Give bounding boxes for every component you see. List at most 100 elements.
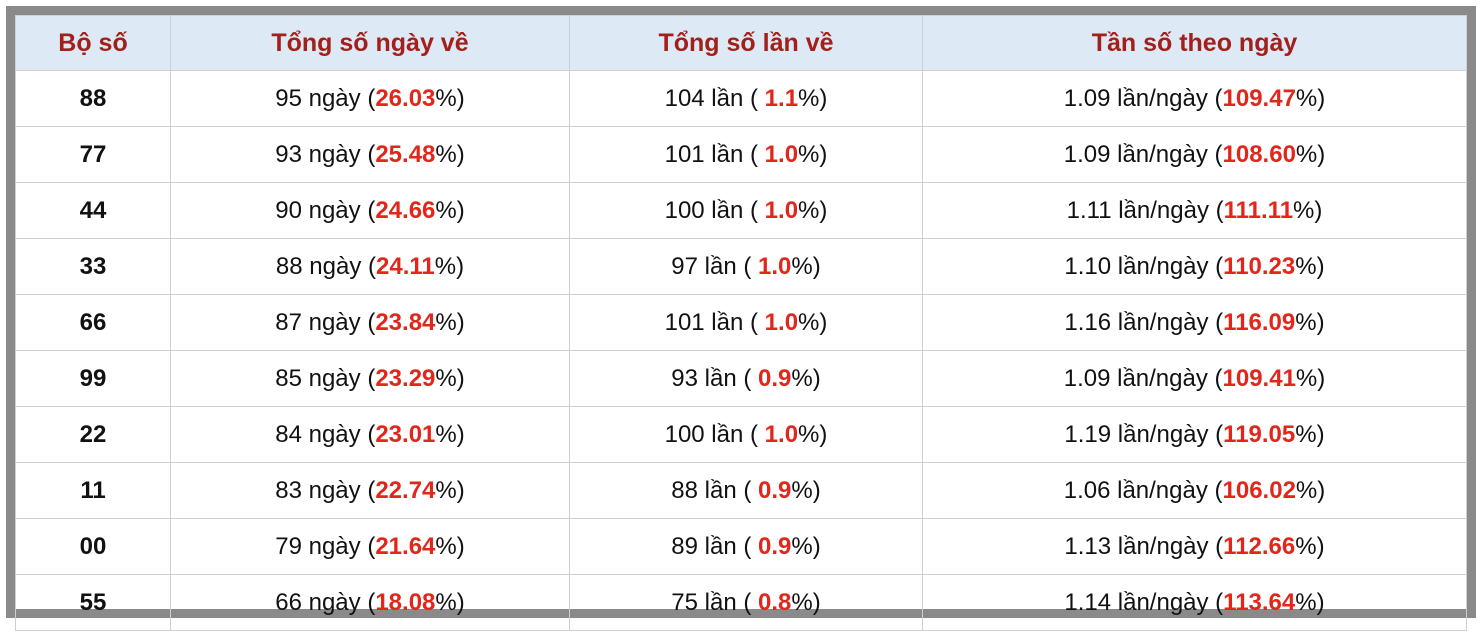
header-row: Bộ số Tổng số ngày về Tổng số lần về Tần số… <box>15 15 1467 71</box>
percent-value: 113.64 <box>1223 588 1296 616</box>
freq-cell: 1.13 lần/ngày (112.66%) <box>922 518 1467 575</box>
table-row: 33 88 ngày (24.11%) 97 lần ( 1.0%) 1.10 lần… <box>15 238 1467 295</box>
cell-text: 100 lần ( <box>664 420 765 448</box>
cell-text: %) <box>798 196 828 224</box>
freq-cell: 1.10 lần/ngày (110.23%) <box>922 238 1467 295</box>
cell-text: %) <box>1295 420 1325 448</box>
percent-value: 0.9 <box>758 476 792 504</box>
table-row: 88 95 ngày (26.03%) 104 lần ( 1.1%) 1.09 lầ… <box>15 70 1467 127</box>
cell-text: %) <box>791 476 821 504</box>
cell-text: 100 lần ( <box>664 196 765 224</box>
percent-value: 23.84 <box>375 308 436 336</box>
cell-text: %) <box>435 196 465 224</box>
days-cell: 88 ngày (24.11%) <box>170 238 570 295</box>
number-cell: 66 <box>15 294 171 351</box>
cell-text: 93 lần ( <box>671 364 758 392</box>
header-cell: Tổng số lần về <box>569 15 923 71</box>
table-row: 22 84 ngày (23.01%) 100 lần ( 1.0%) 1.19 lầ… <box>15 406 1467 463</box>
percent-value: 108.60 <box>1222 140 1296 168</box>
cell-text: %) <box>435 140 465 168</box>
cell-text: 1.09 lần/ngày ( <box>1063 140 1223 168</box>
percent-value: 112.66 <box>1223 532 1296 560</box>
cell-text: 85 ngày ( <box>275 364 376 392</box>
cell-text: 1.09 lần/ngày ( <box>1063 84 1223 112</box>
percent-value: 1.1 <box>764 84 799 112</box>
percent-value: 109.41 <box>1222 364 1296 392</box>
cell-text: 87 ngày ( <box>275 308 376 336</box>
cell-text: 84 ngày ( <box>275 420 376 448</box>
times-cell: 88 lần ( 0.9%) <box>569 462 923 519</box>
cell-text: 97 lần ( <box>671 252 758 280</box>
cell-text: %) <box>435 420 465 448</box>
days-cell: 83 ngày (22.74%) <box>170 462 570 519</box>
number-cell: 55 <box>15 574 171 631</box>
freq-cell: 1.14 lần/ngày (113.64%) <box>922 574 1467 631</box>
cell-text: %) <box>435 476 465 504</box>
cell-text: %) <box>434 252 465 280</box>
days-cell: 66 ngày (18.08%) <box>170 574 570 631</box>
cell-text: %) <box>791 588 821 616</box>
percent-value: 24.11 <box>376 252 435 280</box>
cell-text: 1.16 lần/ngày ( <box>1064 308 1224 336</box>
number-cell: 11 <box>15 462 171 519</box>
times-cell: 89 lần ( 0.9%) <box>569 518 923 575</box>
cell-text: 1.10 lần/ngày ( <box>1064 252 1224 280</box>
percent-value: 26.03 <box>375 84 436 112</box>
days-cell: 85 ngày (23.29%) <box>170 350 570 407</box>
cell-text: 75 lần ( <box>671 588 758 616</box>
days-cell: 79 ngày (21.64%) <box>170 518 570 575</box>
cell-text: 79 ngày ( <box>275 532 376 560</box>
number-cell: 44 <box>15 182 171 239</box>
number-cell: 22 <box>15 406 171 463</box>
cell-text: %) <box>798 420 828 448</box>
times-cell: 100 lần ( 1.0%) <box>569 182 923 239</box>
cell-text: 93 ngày ( <box>275 140 376 168</box>
percent-value: 18.08 <box>375 588 436 616</box>
percent-value: 119.05 <box>1223 420 1296 448</box>
table-row: 99 85 ngày (23.29%) 93 lần ( 0.9%) 1.09 lần… <box>15 350 1467 407</box>
times-cell: 101 lần ( 1.0%) <box>569 294 923 351</box>
table-frame: Bộ số Tổng số ngày về Tổng số lần về Tần số… <box>6 6 1476 631</box>
percent-value: 116.09 <box>1223 308 1296 336</box>
percent-value: 1.0 <box>758 252 792 280</box>
cell-text: 95 ngày ( <box>275 84 376 112</box>
cell-text: 83 ngày ( <box>275 476 376 504</box>
number-cell: 33 <box>15 238 171 295</box>
percent-value: 23.01 <box>375 420 436 448</box>
cell-text: %) <box>1295 252 1325 280</box>
cell-text: %) <box>435 532 465 560</box>
times-cell: 100 lần ( 1.0%) <box>569 406 923 463</box>
cell-text: %) <box>1295 140 1326 168</box>
cell-text: 101 lần ( <box>664 140 765 168</box>
number-cell: 88 <box>15 70 171 127</box>
header-cell: Bộ số <box>15 15 171 71</box>
times-cell: 93 lần ( 0.9%) <box>569 350 923 407</box>
percent-value: 23.29 <box>375 364 436 392</box>
cell-text: 1.14 lần/ngày ( <box>1064 588 1224 616</box>
percent-value: 109.47 <box>1222 84 1296 112</box>
percent-value: 21.64 <box>375 532 436 560</box>
times-cell: 101 lần ( 1.0%) <box>569 126 923 183</box>
cell-text: 90 ngày ( <box>275 196 376 224</box>
freq-cell: 1.11 lần/ngày (111.11%) <box>922 182 1467 239</box>
number-cell: 77 <box>15 126 171 183</box>
freq-cell: 1.09 lần/ngày (109.41%) <box>922 350 1467 407</box>
cell-text: 88 lần ( <box>671 476 758 504</box>
times-cell: 104 lần ( 1.1%) <box>569 70 923 127</box>
cell-text: %) <box>1293 196 1323 224</box>
table-row: 66 87 ngày (23.84%) 101 lần ( 1.0%) 1.16 lầ… <box>15 294 1467 351</box>
number-cell: 00 <box>15 518 171 575</box>
percent-value: 1.0 <box>764 196 799 224</box>
cell-text: 89 lần ( <box>671 532 758 560</box>
cell-text: %) <box>435 84 465 112</box>
number-cell: 99 <box>15 350 171 407</box>
percent-value: 25.48 <box>375 140 436 168</box>
cell-text: %) <box>435 364 465 392</box>
percent-value: 0.8 <box>758 588 792 616</box>
cell-text: %) <box>1295 588 1325 616</box>
cell-text: %) <box>435 588 465 616</box>
cell-text: %) <box>798 84 828 112</box>
cell-text: %) <box>1295 476 1326 504</box>
cell-text: 1.06 lần/ngày ( <box>1063 476 1223 504</box>
